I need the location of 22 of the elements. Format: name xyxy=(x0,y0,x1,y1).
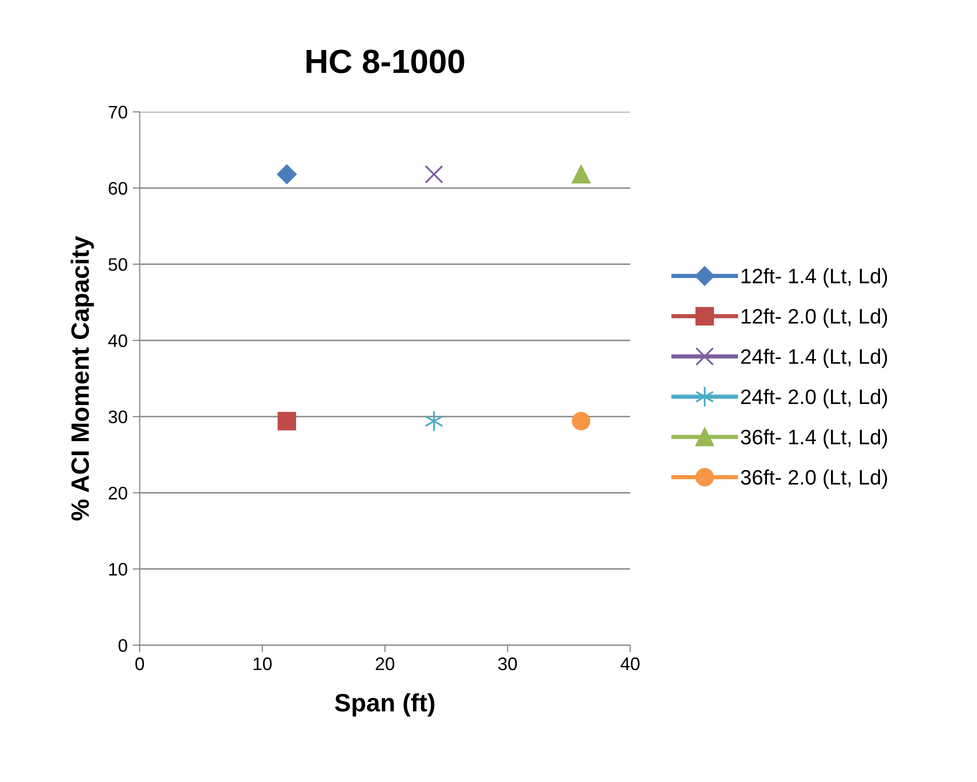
legend-label: 12ft- 2.0 (Lt, Ld) xyxy=(742,308,888,328)
legend-label: 12ft- 1.4 (Lt, Ld) xyxy=(742,268,888,288)
x-tick-label: 30 xyxy=(498,657,517,670)
y-tick-label: 60 xyxy=(108,182,128,195)
legend-label: 36ft- 2.0 (Lt, Ld) xyxy=(740,469,888,489)
legend-label: 36ft- 1.4 (Lt, Ld) xyxy=(740,429,888,449)
chart-title: HC 8-1000 xyxy=(306,50,464,74)
y-tick-label: 20 xyxy=(108,486,128,500)
x-tick-label: 0 xyxy=(135,657,144,670)
x-tick-label: 10 xyxy=(254,657,272,670)
x-axis-title: Span (ft) xyxy=(334,693,434,717)
y-tick-label: 0 xyxy=(118,639,128,652)
y-tick-label: 30 xyxy=(108,410,128,424)
y-axis-title: % ACI Moment Capacity xyxy=(70,236,94,520)
x-tick-label: 20 xyxy=(376,657,394,670)
y-tick-label: 10 xyxy=(109,562,128,576)
y-tick-label: 40 xyxy=(108,334,128,348)
x-tick-label: 40 xyxy=(620,657,640,670)
y-tick-label: 70 xyxy=(108,106,128,119)
y-tick-label: 50 xyxy=(108,258,128,271)
legend-label: 24ft- 2.0 (Lt, Ld) xyxy=(741,388,888,408)
legend-label: 24ft- 1.4 (Lt, Ld) xyxy=(741,348,888,368)
